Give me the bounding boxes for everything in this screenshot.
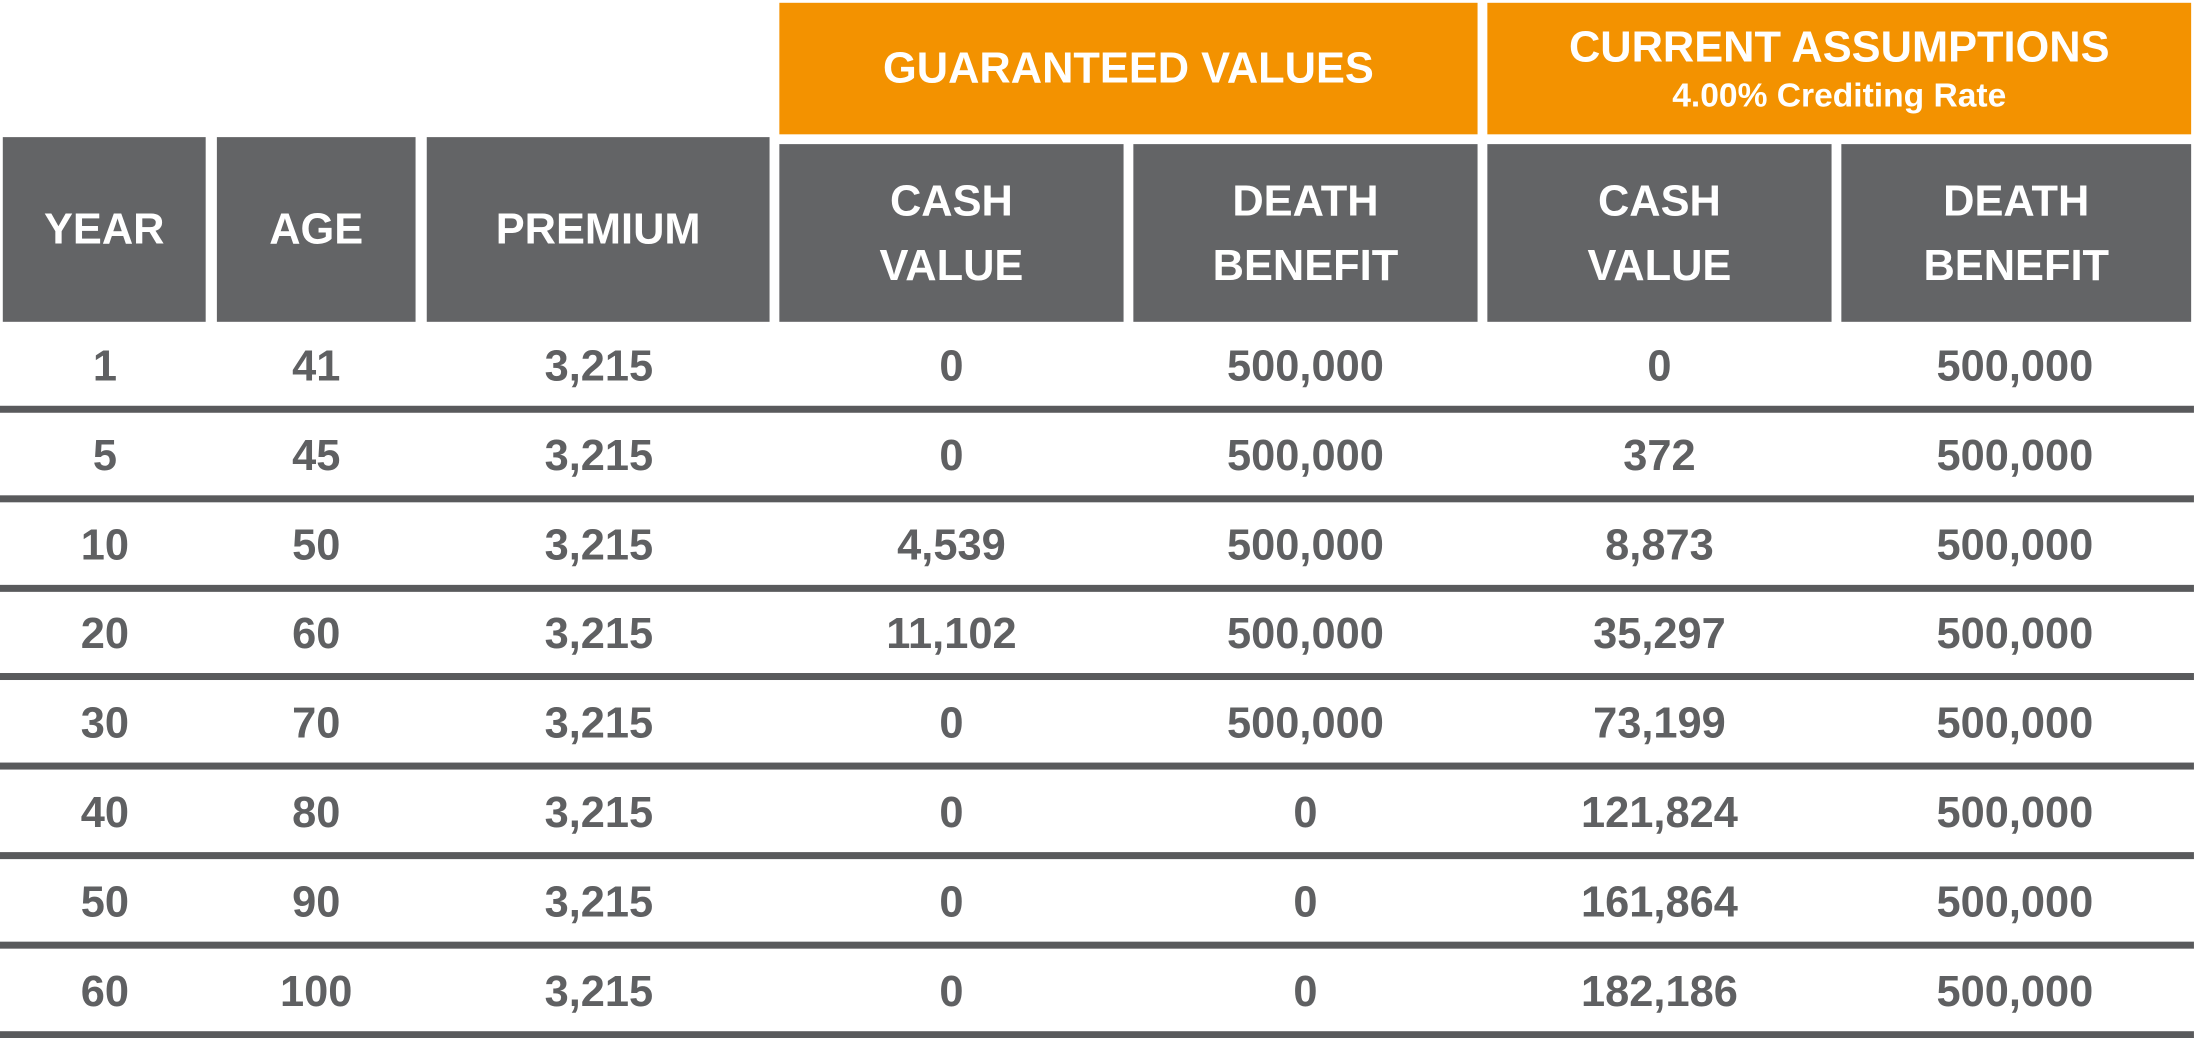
table-cell: 4,539 [897, 519, 1006, 569]
column-header-text: CASH VALUE [1587, 175, 1732, 289]
column-header-text: CASH VALUE [879, 175, 1024, 289]
table-cell: 372 [1623, 430, 1696, 480]
row-divider [0, 852, 2194, 860]
table-cell: 3,215 [544, 698, 654, 748]
group-title: CURRENT ASSUMPTIONS [1568, 22, 2110, 72]
table-cell: 0 [939, 698, 964, 748]
table-cell: 500,000 [1227, 341, 1384, 391]
table-cell: 500,000 [1936, 698, 2094, 748]
table-cell: 50 [80, 877, 130, 926]
table-cell: 0 [939, 877, 964, 926]
table-cell: 0 [1293, 877, 1318, 926]
row-divider [0, 673, 2194, 681]
column-header-text: AGE [269, 204, 364, 254]
table-cell: 500,000 [1936, 341, 2094, 391]
table-cell: 500,000 [1936, 430, 2094, 480]
table-cell: 8,873 [1605, 519, 1714, 569]
table-cell: 5 [92, 430, 118, 480]
table-cell: 500,000 [1936, 966, 2094, 1016]
table-cell: 50 [292, 519, 341, 569]
column-header: CASH VALUE [1487, 144, 1832, 322]
table-cell: 10 [80, 519, 130, 569]
group-subtitle: 4.00% Crediting Rate [1672, 76, 2007, 115]
table-cell: 0 [1647, 341, 1672, 391]
table-cell: 500,000 [1227, 519, 1384, 569]
table-cell: 0 [939, 341, 964, 391]
row-divider [0, 762, 2194, 770]
table-cell: 500,000 [1227, 430, 1384, 480]
column-header-text: PREMIUM [495, 204, 701, 254]
table-cell: 100 [280, 966, 353, 1016]
table-cell: 3,215 [544, 430, 654, 480]
row-divider [0, 584, 2194, 592]
table-cell: 500,000 [1227, 609, 1384, 659]
table-cell: 45 [292, 430, 341, 480]
column-header: YEAR [2, 137, 206, 322]
table-cell: 500,000 [1936, 519, 2094, 569]
table-cell: 73,199 [1593, 698, 1726, 748]
table-cell: 35,297 [1593, 609, 1726, 659]
table-cell: 30 [80, 698, 130, 748]
column-header: PREMIUM [426, 137, 770, 322]
column-header-text: DEATH BENEFIT [1923, 175, 2110, 289]
table-cell: 500,000 [1227, 698, 1384, 748]
table-cell: 500,000 [1936, 787, 2094, 837]
table-cell: 3,215 [544, 787, 654, 837]
column-header-text: YEAR [43, 204, 165, 254]
table-cell: 11,102 [886, 609, 1017, 659]
row-divider [0, 941, 2194, 949]
table-cell: 3,215 [544, 341, 654, 391]
column-header-text: DEATH BENEFIT [1212, 175, 1399, 289]
column-header: DEATH BENEFIT [1133, 144, 1478, 322]
table-cell: 0 [1293, 787, 1318, 837]
table-cell: 90 [292, 877, 341, 926]
table-cell: 80 [292, 787, 341, 837]
table-cell: 60 [292, 609, 341, 659]
table-cell: 1 [92, 341, 118, 391]
table-cell: 182,186 [1581, 966, 1738, 1016]
group-title: GUARANTEED VALUES [883, 43, 1374, 93]
group-header: CURRENT ASSUMPTIONS 4.00% Crediting Rate [1487, 2, 2192, 135]
table-cell: 121,824 [1581, 787, 1738, 837]
table-cell: 3,215 [544, 609, 654, 659]
table-cell: 0 [1293, 966, 1318, 1016]
column-header: CASH VALUE [779, 144, 1124, 322]
row-divider [0, 1030, 2194, 1038]
row-divider [0, 405, 2194, 413]
table-cell: 0 [939, 966, 964, 1016]
table-cell: 41 [292, 341, 341, 391]
table-cell: 3,215 [544, 519, 654, 569]
column-header: AGE [216, 137, 416, 322]
table-cell: 70 [292, 698, 341, 748]
table-cell: 3,215 [544, 877, 654, 926]
table-cell: 20 [80, 609, 130, 659]
group-header: GUARANTEED VALUES [779, 2, 1478, 135]
table-cell: 60 [80, 966, 130, 1016]
table-cell: 500,000 [1936, 609, 2094, 659]
table-cell: 0 [939, 430, 964, 480]
table-cell: 161,864 [1581, 877, 1738, 926]
table-cell: 3,215 [544, 966, 654, 1016]
table-cell: 0 [939, 787, 964, 837]
table-cell: 40 [80, 787, 130, 837]
table-cell: 500,000 [1936, 877, 2094, 926]
column-header: DEATH BENEFIT [1841, 144, 2192, 322]
row-divider [0, 495, 2194, 503]
